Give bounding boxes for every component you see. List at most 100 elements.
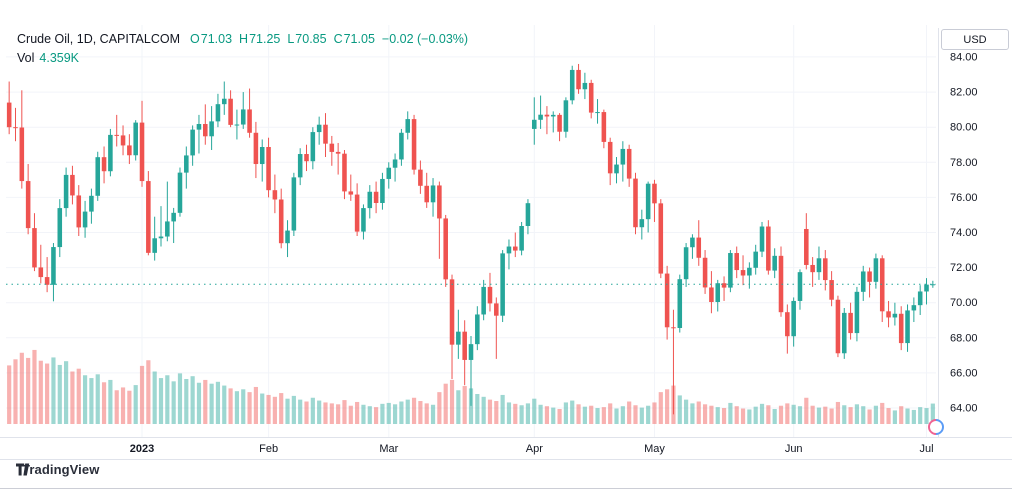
candle-body xyxy=(804,228,809,265)
volume-label[interactable]: Vol xyxy=(17,51,35,65)
volume-bar xyxy=(70,371,75,424)
candle-body xyxy=(6,102,12,128)
volume-bar xyxy=(456,390,461,424)
volume-bar xyxy=(658,392,663,425)
ohlc-high: H71.25 xyxy=(239,32,281,46)
candle-body xyxy=(848,312,853,334)
candle-body xyxy=(785,312,790,337)
candle-body xyxy=(323,124,328,144)
volume-bar xyxy=(215,381,221,424)
volume-bar xyxy=(45,363,50,424)
candle-body xyxy=(114,134,119,136)
candle-body xyxy=(854,291,860,334)
volume-bar xyxy=(336,404,341,424)
volume-bar xyxy=(304,401,309,424)
volume-bar xyxy=(785,403,790,425)
volume-bar xyxy=(146,360,151,424)
volume-bar xyxy=(418,401,423,424)
volume-bar xyxy=(190,376,195,424)
candle-body xyxy=(569,69,575,101)
volume-bar xyxy=(690,403,695,425)
volume-bar xyxy=(677,395,682,424)
volume-pane xyxy=(7,349,935,425)
candle-body xyxy=(772,255,777,271)
candle-body xyxy=(645,183,651,220)
volume-bar xyxy=(386,402,391,424)
volume-bar xyxy=(481,396,486,424)
volume-bar xyxy=(468,388,474,425)
candle-body xyxy=(519,226,524,251)
time-tick-label: May xyxy=(644,443,665,455)
volume-bar xyxy=(715,407,720,425)
candle-body xyxy=(791,300,796,337)
volume-bar xyxy=(905,408,910,424)
candle-body xyxy=(620,148,626,165)
volume-bar xyxy=(835,401,841,424)
volume-bar xyxy=(399,401,404,424)
candle-body xyxy=(766,226,771,271)
candle-body xyxy=(626,148,632,179)
candle-body xyxy=(481,286,486,315)
candle-body xyxy=(127,145,132,156)
volume-bar xyxy=(443,383,448,424)
volume-bar xyxy=(272,396,277,424)
candle-body xyxy=(424,185,429,203)
volume-bar xyxy=(329,403,334,425)
volume-bar xyxy=(506,402,512,424)
candle-body xyxy=(462,331,467,360)
volume-bar xyxy=(519,405,524,424)
time-axis[interactable]: 2023 Feb Mar Apr May Jun Jul xyxy=(130,443,934,455)
volume-bar xyxy=(108,379,113,424)
volume-bar xyxy=(633,405,638,424)
volume-bar xyxy=(684,399,689,425)
candle-body xyxy=(911,305,917,311)
volume-bar xyxy=(13,359,18,424)
symbol-title[interactable]: Crude Oil, 1D, CAPITALCOM xyxy=(17,32,181,46)
tradingview-attribution[interactable]: TradingView xyxy=(16,462,99,477)
volume-bar xyxy=(740,408,746,424)
candle-body xyxy=(664,273,670,328)
volume-bar xyxy=(772,409,777,424)
volume-bar xyxy=(380,403,385,424)
chart-legend: Crude Oil, 1D, CAPITALCOM O71.03 H71.25 L70… xyxy=(17,30,468,68)
candle-body xyxy=(506,246,512,254)
price-axis[interactable]: 84.00 82.00 80.00 78.00 76.00 74.00 72.00 70.00… xyxy=(950,51,978,414)
time-tick-label: Jul xyxy=(919,443,933,455)
candle-body xyxy=(860,271,866,292)
ohlc-close: C71.05 xyxy=(333,32,375,46)
volume-bar xyxy=(829,408,834,424)
candle-body xyxy=(196,124,202,130)
candle-body xyxy=(487,286,493,304)
volume-bar xyxy=(348,405,353,424)
volume-bar xyxy=(880,402,885,424)
candle-body xyxy=(778,255,784,313)
volume-bar xyxy=(525,403,531,425)
candle-body xyxy=(892,313,898,318)
candle-body xyxy=(652,183,657,204)
volume-bar xyxy=(392,404,398,424)
candle-body xyxy=(253,132,259,165)
volume-bar xyxy=(766,405,771,424)
candle-body xyxy=(677,279,683,328)
candle-body xyxy=(905,310,910,344)
candle-body xyxy=(468,344,474,360)
volume-bar xyxy=(595,408,600,424)
candle-body xyxy=(614,164,619,174)
candle-body xyxy=(810,264,815,273)
candle-body xyxy=(25,181,31,229)
candle-body xyxy=(690,237,695,248)
time-tick-label: Feb xyxy=(259,443,278,455)
volume-bar xyxy=(139,365,145,425)
candle-body xyxy=(165,221,170,237)
candle-body xyxy=(342,153,347,192)
volume-bar xyxy=(930,403,935,424)
volume-bar xyxy=(639,407,644,424)
candle-body xyxy=(715,283,721,302)
volume-bar xyxy=(861,406,866,424)
currency-unit-button[interactable]: USD xyxy=(941,29,1009,50)
candle-body xyxy=(823,258,828,281)
volume-bar xyxy=(487,399,493,425)
candle-body xyxy=(430,185,436,203)
candle-body xyxy=(683,247,689,280)
